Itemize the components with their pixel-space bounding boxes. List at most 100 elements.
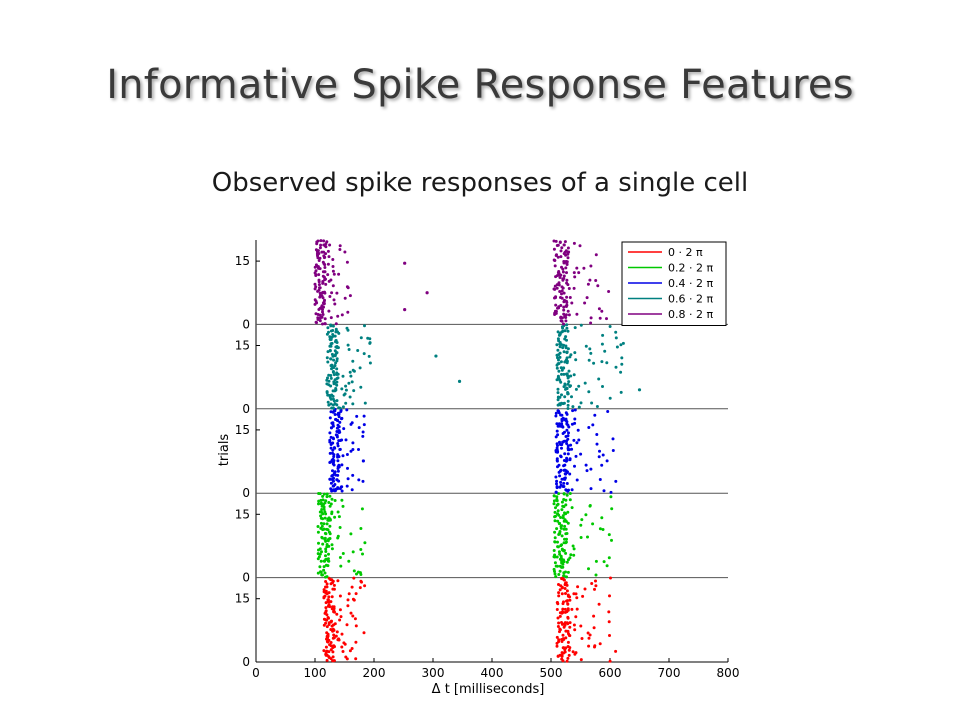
spike-point [558,290,562,293]
spike-point [332,298,336,302]
spike-point [336,510,340,514]
spike-point [566,407,570,410]
spike-point [610,507,614,511]
spike-point [318,552,322,556]
spike-point [317,492,321,495]
spike-point [336,314,340,318]
spike-point [363,584,367,588]
spike-point [331,258,335,261]
spike-point [344,655,348,659]
spike-point [334,322,338,326]
spike-point [325,522,329,526]
spike-point [349,374,353,378]
spike-point [320,508,324,511]
spike-point [566,403,570,407]
spike-point [560,638,564,641]
spike-point [587,567,590,571]
spike-point [556,362,560,366]
spike-point [331,324,335,328]
spike-point [555,485,559,489]
spike-point [560,368,564,372]
spike-point [572,623,576,627]
spike-point [331,469,334,473]
spike-point [577,405,581,409]
spike-point [340,463,344,467]
x-tick-label: 200 [363,666,386,680]
spike-point [566,521,570,525]
spike-point [336,330,339,334]
spike-point [316,239,320,243]
spike-point [346,343,350,347]
spike-point [557,533,561,536]
spike-point [619,343,623,347]
spike-point [327,650,331,654]
spike-point [557,591,561,595]
spike-point [594,253,598,257]
spike-point [338,526,342,529]
spike-point [561,516,565,520]
spike-point [336,579,340,583]
spike-point [586,282,590,286]
spike-point [605,564,609,568]
spike-point [563,395,567,399]
spike-point [323,611,327,615]
spike-point [316,318,320,321]
spike-point [554,575,558,579]
spike-point [558,627,562,631]
spike-point [575,266,579,270]
spike-point [592,626,596,630]
spike-point [555,482,558,486]
spike-point [592,614,596,618]
spike-point [609,490,613,494]
spike-point [325,575,329,579]
spike-point [340,498,344,502]
spike-point [557,522,561,526]
spike-point [559,315,563,319]
spike-point [593,645,596,649]
spike-point [583,301,587,305]
spike-point [322,275,326,279]
spike-point [558,564,562,568]
spike-point [317,278,321,282]
spike-point [331,655,335,659]
spike-point [557,422,561,426]
spike-point [327,501,331,504]
spike-point [593,587,596,591]
spike-point [591,423,595,427]
spike-point [325,527,329,531]
spike-point [566,616,570,620]
spike-point [327,255,331,259]
spike-point [561,514,565,518]
spike-point [361,459,365,463]
spike-point [329,344,333,348]
spike-point [571,409,575,413]
spike-point [566,489,570,493]
spike-point [329,402,333,406]
spike-point [346,310,350,314]
spike-point [338,447,342,451]
spike-point [556,616,560,620]
spike-point [329,338,333,341]
spike-point [565,659,569,663]
spike-point [555,527,559,531]
spike-point [568,598,572,602]
spike-point [331,627,335,631]
spike-point [565,456,569,460]
spike-point [321,512,325,516]
spike-point [569,553,573,557]
y-tick-label: 0 [242,486,250,500]
spike-point [574,615,578,619]
spike-point [333,515,337,519]
spike-point [619,390,623,394]
spike-point [570,607,574,611]
spike-point [342,427,346,431]
spike-point [555,459,559,463]
spike-point [330,352,334,356]
spike-point [324,558,328,561]
x-tick-label: 700 [658,666,681,680]
spike-point [568,625,572,629]
spike-point [576,428,580,432]
spike-point [558,440,561,444]
spike-point [564,313,568,317]
spike-point [556,348,560,352]
